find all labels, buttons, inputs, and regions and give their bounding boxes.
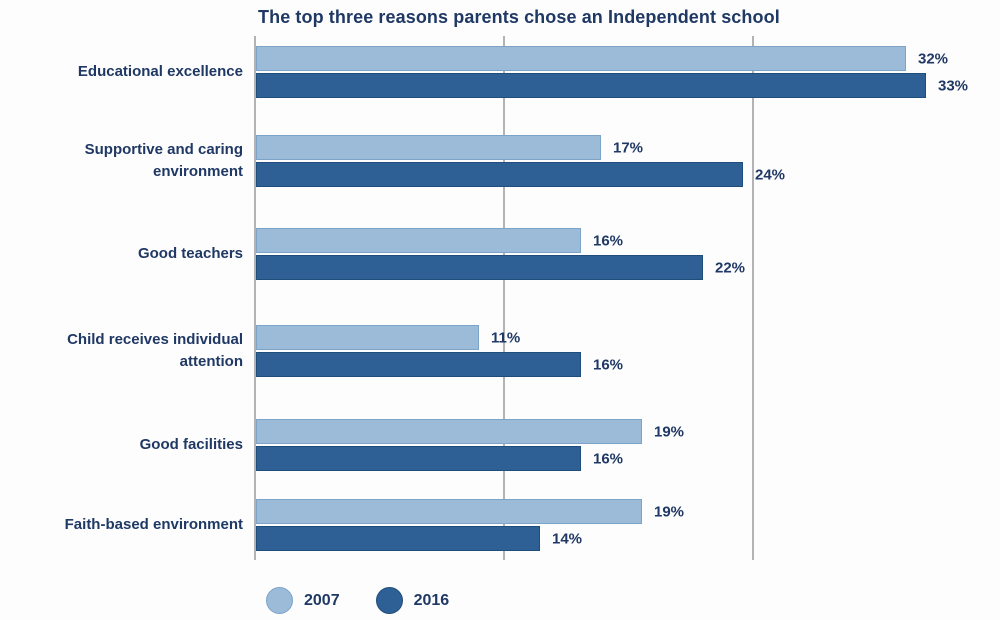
- bar-2016: [256, 352, 581, 377]
- category-label: Good facilities: [139, 436, 243, 454]
- bar-2016: [256, 162, 743, 187]
- value-label-2007: 11%: [491, 329, 521, 346]
- bar-2007: [256, 135, 601, 160]
- bar-2016: [256, 73, 926, 98]
- bar-2007: [256, 228, 581, 253]
- category-label: Good teachers: [137, 245, 243, 263]
- legend-2016-label: 2016: [413, 591, 450, 609]
- value-label-2016: 14%: [552, 530, 583, 547]
- bar-2007: [256, 325, 479, 350]
- category-label: Child receives individual attention: [67, 331, 243, 370]
- value-label-2016: 22%: [715, 259, 746, 276]
- bar-2007: [256, 499, 642, 524]
- bar-2007: [256, 419, 642, 444]
- category-label: Educational excellence: [77, 63, 243, 81]
- gridline-right: [752, 36, 754, 560]
- bar-2016: [256, 446, 581, 471]
- chart-legend: 2007 2016: [266, 587, 449, 614]
- value-label-2007: 19%: [654, 503, 685, 520]
- legend-2007-swatch-icon: [266, 587, 293, 614]
- legend-2016-swatch-icon: [375, 587, 403, 614]
- value-label-2016: 16%: [593, 356, 624, 373]
- bar-2016: [256, 255, 703, 280]
- value-label-2007: 32%: [918, 50, 949, 67]
- legend-item-2016: 2016: [375, 587, 450, 614]
- category-label: Supportive and caring environment: [84, 141, 243, 180]
- value-label-2007: 17%: [613, 139, 644, 156]
- value-label-2016: 24%: [755, 166, 786, 183]
- legend-item-2007: 2007: [266, 587, 340, 614]
- bar-2016: [256, 526, 540, 551]
- category-label: Faith-based environment: [64, 516, 243, 534]
- value-label-2007: 16%: [593, 232, 624, 249]
- chart-title: The top three reasons parents chose an I…: [258, 7, 780, 27]
- legend-2007-label: 2007: [304, 591, 340, 609]
- gridline-middle: [503, 36, 505, 560]
- gridline-left: [254, 36, 256, 560]
- value-label-2007: 19%: [654, 423, 685, 440]
- bar-2007: [256, 46, 906, 71]
- value-label-2016: 16%: [593, 450, 624, 467]
- value-label-2016: 33%: [938, 77, 969, 94]
